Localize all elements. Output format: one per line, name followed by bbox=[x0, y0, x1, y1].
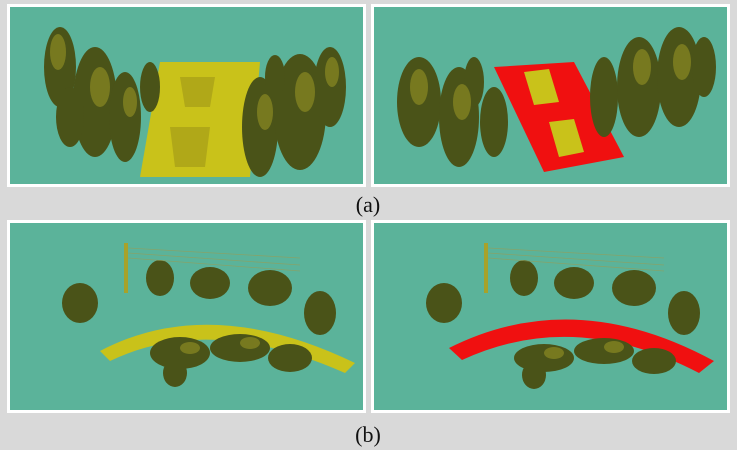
road-surface bbox=[100, 324, 355, 373]
panel-a-right bbox=[371, 4, 730, 187]
vegetation-outer bbox=[426, 260, 700, 335]
point-cloud-straight-road-image bbox=[44, 27, 346, 177]
vegetation-outer bbox=[62, 260, 336, 335]
power-lines bbox=[127, 247, 301, 272]
road-segmented bbox=[494, 62, 624, 172]
point-cloud-curved-road-image bbox=[62, 243, 355, 387]
vegetation-right bbox=[590, 27, 716, 137]
panel-b-left bbox=[7, 220, 366, 413]
utility-pole bbox=[484, 243, 488, 293]
caption-a: (a) bbox=[355, 192, 381, 217]
median-strip bbox=[180, 77, 215, 107]
panel-a-left bbox=[7, 4, 366, 187]
point-cloud-curved-road-segmented-image bbox=[426, 243, 714, 389]
road-segmented bbox=[449, 319, 714, 373]
caption-b: (b) bbox=[355, 422, 381, 447]
median-strip-lower bbox=[170, 127, 210, 167]
utility-pole bbox=[124, 243, 128, 293]
road-surface bbox=[140, 62, 260, 177]
median-strip bbox=[524, 69, 559, 105]
point-cloud-straight-road-segmented-image bbox=[397, 27, 716, 172]
median-strip-lower bbox=[549, 119, 584, 157]
panel-b-right bbox=[371, 220, 730, 413]
power-lines bbox=[487, 247, 665, 272]
